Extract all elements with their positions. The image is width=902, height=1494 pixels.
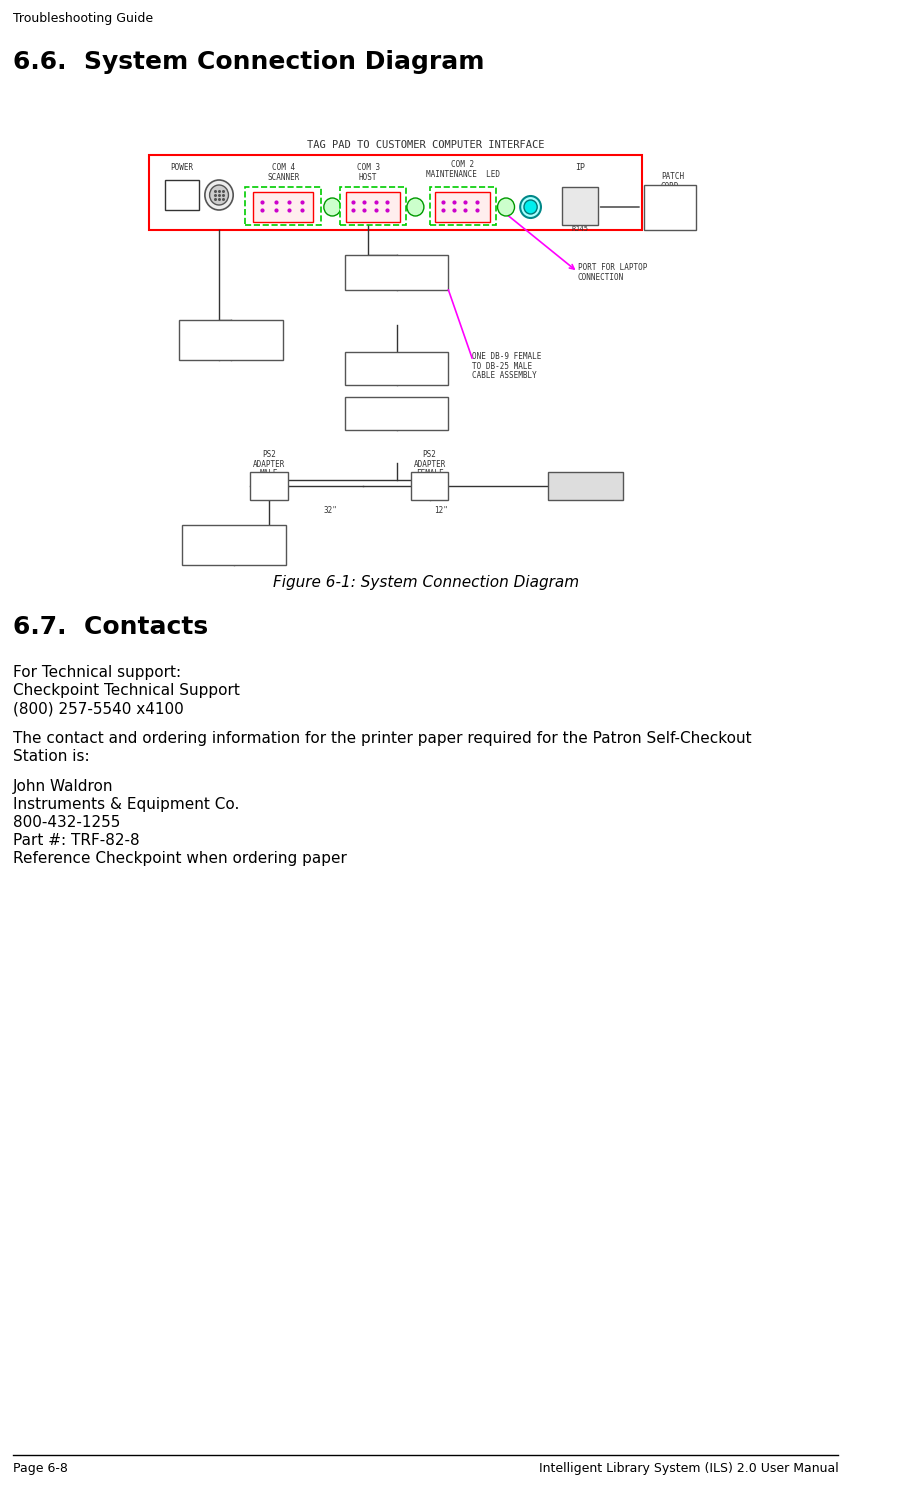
Text: 32": 32" [324, 506, 337, 515]
Text: POWER FROM
CONTROL MODULE: POWER FROM CONTROL MODULE [199, 341, 263, 359]
Text: 6.6.  System Connection Diagram: 6.6. System Connection Diagram [14, 49, 484, 75]
Text: DB-25 MALE
CONNECTOR: DB-25 MALE CONNECTOR [373, 368, 419, 385]
Text: RJ45: RJ45 [571, 226, 588, 232]
Circle shape [498, 199, 514, 217]
Text: The contact and ordering information for the printer paper required for the Patr: The contact and ordering information for… [14, 731, 752, 746]
Text: Instruments & Equipment Co.: Instruments & Equipment Co. [14, 796, 240, 813]
Text: I
|
O: I | O [180, 196, 184, 212]
Text: Figure 6-1: System Connection Diagram: Figure 6-1: System Connection Diagram [272, 575, 579, 590]
Text: Station is:: Station is: [14, 748, 90, 763]
Bar [340, 187, 406, 226]
Text: POWER: POWER [170, 163, 194, 172]
Text: 800-432-1255: 800-432-1255 [14, 816, 121, 831]
Text: IP: IP [575, 163, 584, 172]
Text: COM 4
SCANNER: COM 4 SCANNER [267, 163, 299, 182]
Circle shape [407, 199, 424, 217]
Text: (800) 257-5540 x4100: (800) 257-5540 x4100 [14, 701, 184, 716]
Text: Part #: TRF-82-8: Part #: TRF-82-8 [14, 834, 140, 849]
Bar [245, 187, 321, 226]
Bar [253, 193, 313, 223]
Circle shape [209, 185, 228, 205]
Bar [179, 320, 283, 360]
Bar [182, 524, 286, 565]
Text: DB-25 FEMALE
CONNECTOR: DB-25 FEMALE CONNECTOR [369, 412, 424, 430]
Circle shape [205, 179, 234, 211]
Circle shape [524, 200, 538, 214]
Bar [250, 472, 288, 500]
Text: PORT FOR LAPTOP
CONNECTION: PORT FOR LAPTOP CONNECTION [578, 263, 647, 282]
Text: TAG PAD TO CUSTOMER COMPUTER INTERFACE: TAG PAD TO CUSTOMER COMPUTER INTERFACE [307, 140, 545, 149]
Bar [644, 185, 695, 230]
Text: DB-9 FEMALE
CONNECTOR: DB-9 FEMALE CONNECTOR [371, 270, 422, 288]
Text: Reference Checkpoint when ordering paper: Reference Checkpoint when ordering paper [14, 852, 347, 867]
Circle shape [520, 196, 541, 218]
Bar [149, 155, 642, 230]
Text: Troubleshooting Guide: Troubleshooting Guide [14, 12, 153, 25]
Bar [345, 353, 448, 385]
Text: 6.7.  Contacts: 6.7. Contacts [14, 616, 208, 639]
Bar [436, 193, 490, 223]
Bar [345, 255, 448, 290]
Text: For Technical support:: For Technical support: [14, 665, 181, 680]
Bar [345, 193, 400, 223]
Text: ONE DB-9 FEMALE
TO DB-25 MALE
CABLE ASSEMBLY: ONE DB-9 FEMALE TO DB-25 MALE CABLE ASSE… [472, 353, 541, 381]
Text: COM 2
MAINTENANCE  LED: COM 2 MAINTENANCE LED [426, 160, 500, 179]
Text: Checkpoint Technical Support: Checkpoint Technical Support [14, 683, 240, 698]
Text: KEYBOARD: KEYBOARD [566, 483, 603, 492]
Text: CUSTOMER
COMPUTER: CUSTOMER COMPUTER [216, 545, 253, 563]
Bar [345, 397, 448, 430]
Text: Intelligent Library System (ILS) 2.0 User Manual: Intelligent Library System (ILS) 2.0 Use… [538, 1463, 838, 1475]
Bar [548, 472, 623, 500]
Text: PS2
ADAPTER
MALE: PS2 ADAPTER MALE [253, 450, 285, 478]
Circle shape [324, 199, 341, 217]
Text: PS2
ADAPTER
FEMALE: PS2 ADAPTER FEMALE [413, 450, 446, 478]
Text: PATCH
CORD: PATCH CORD [661, 172, 684, 191]
Bar [562, 187, 598, 226]
Text: 12": 12" [434, 506, 448, 515]
Text: John Waldron: John Waldron [14, 778, 114, 793]
Bar [410, 472, 448, 500]
Bar [429, 187, 496, 226]
Bar [165, 179, 199, 211]
Text: COM 3
HOST: COM 3 HOST [356, 163, 380, 182]
Text: Page 6-8: Page 6-8 [14, 1463, 68, 1475]
